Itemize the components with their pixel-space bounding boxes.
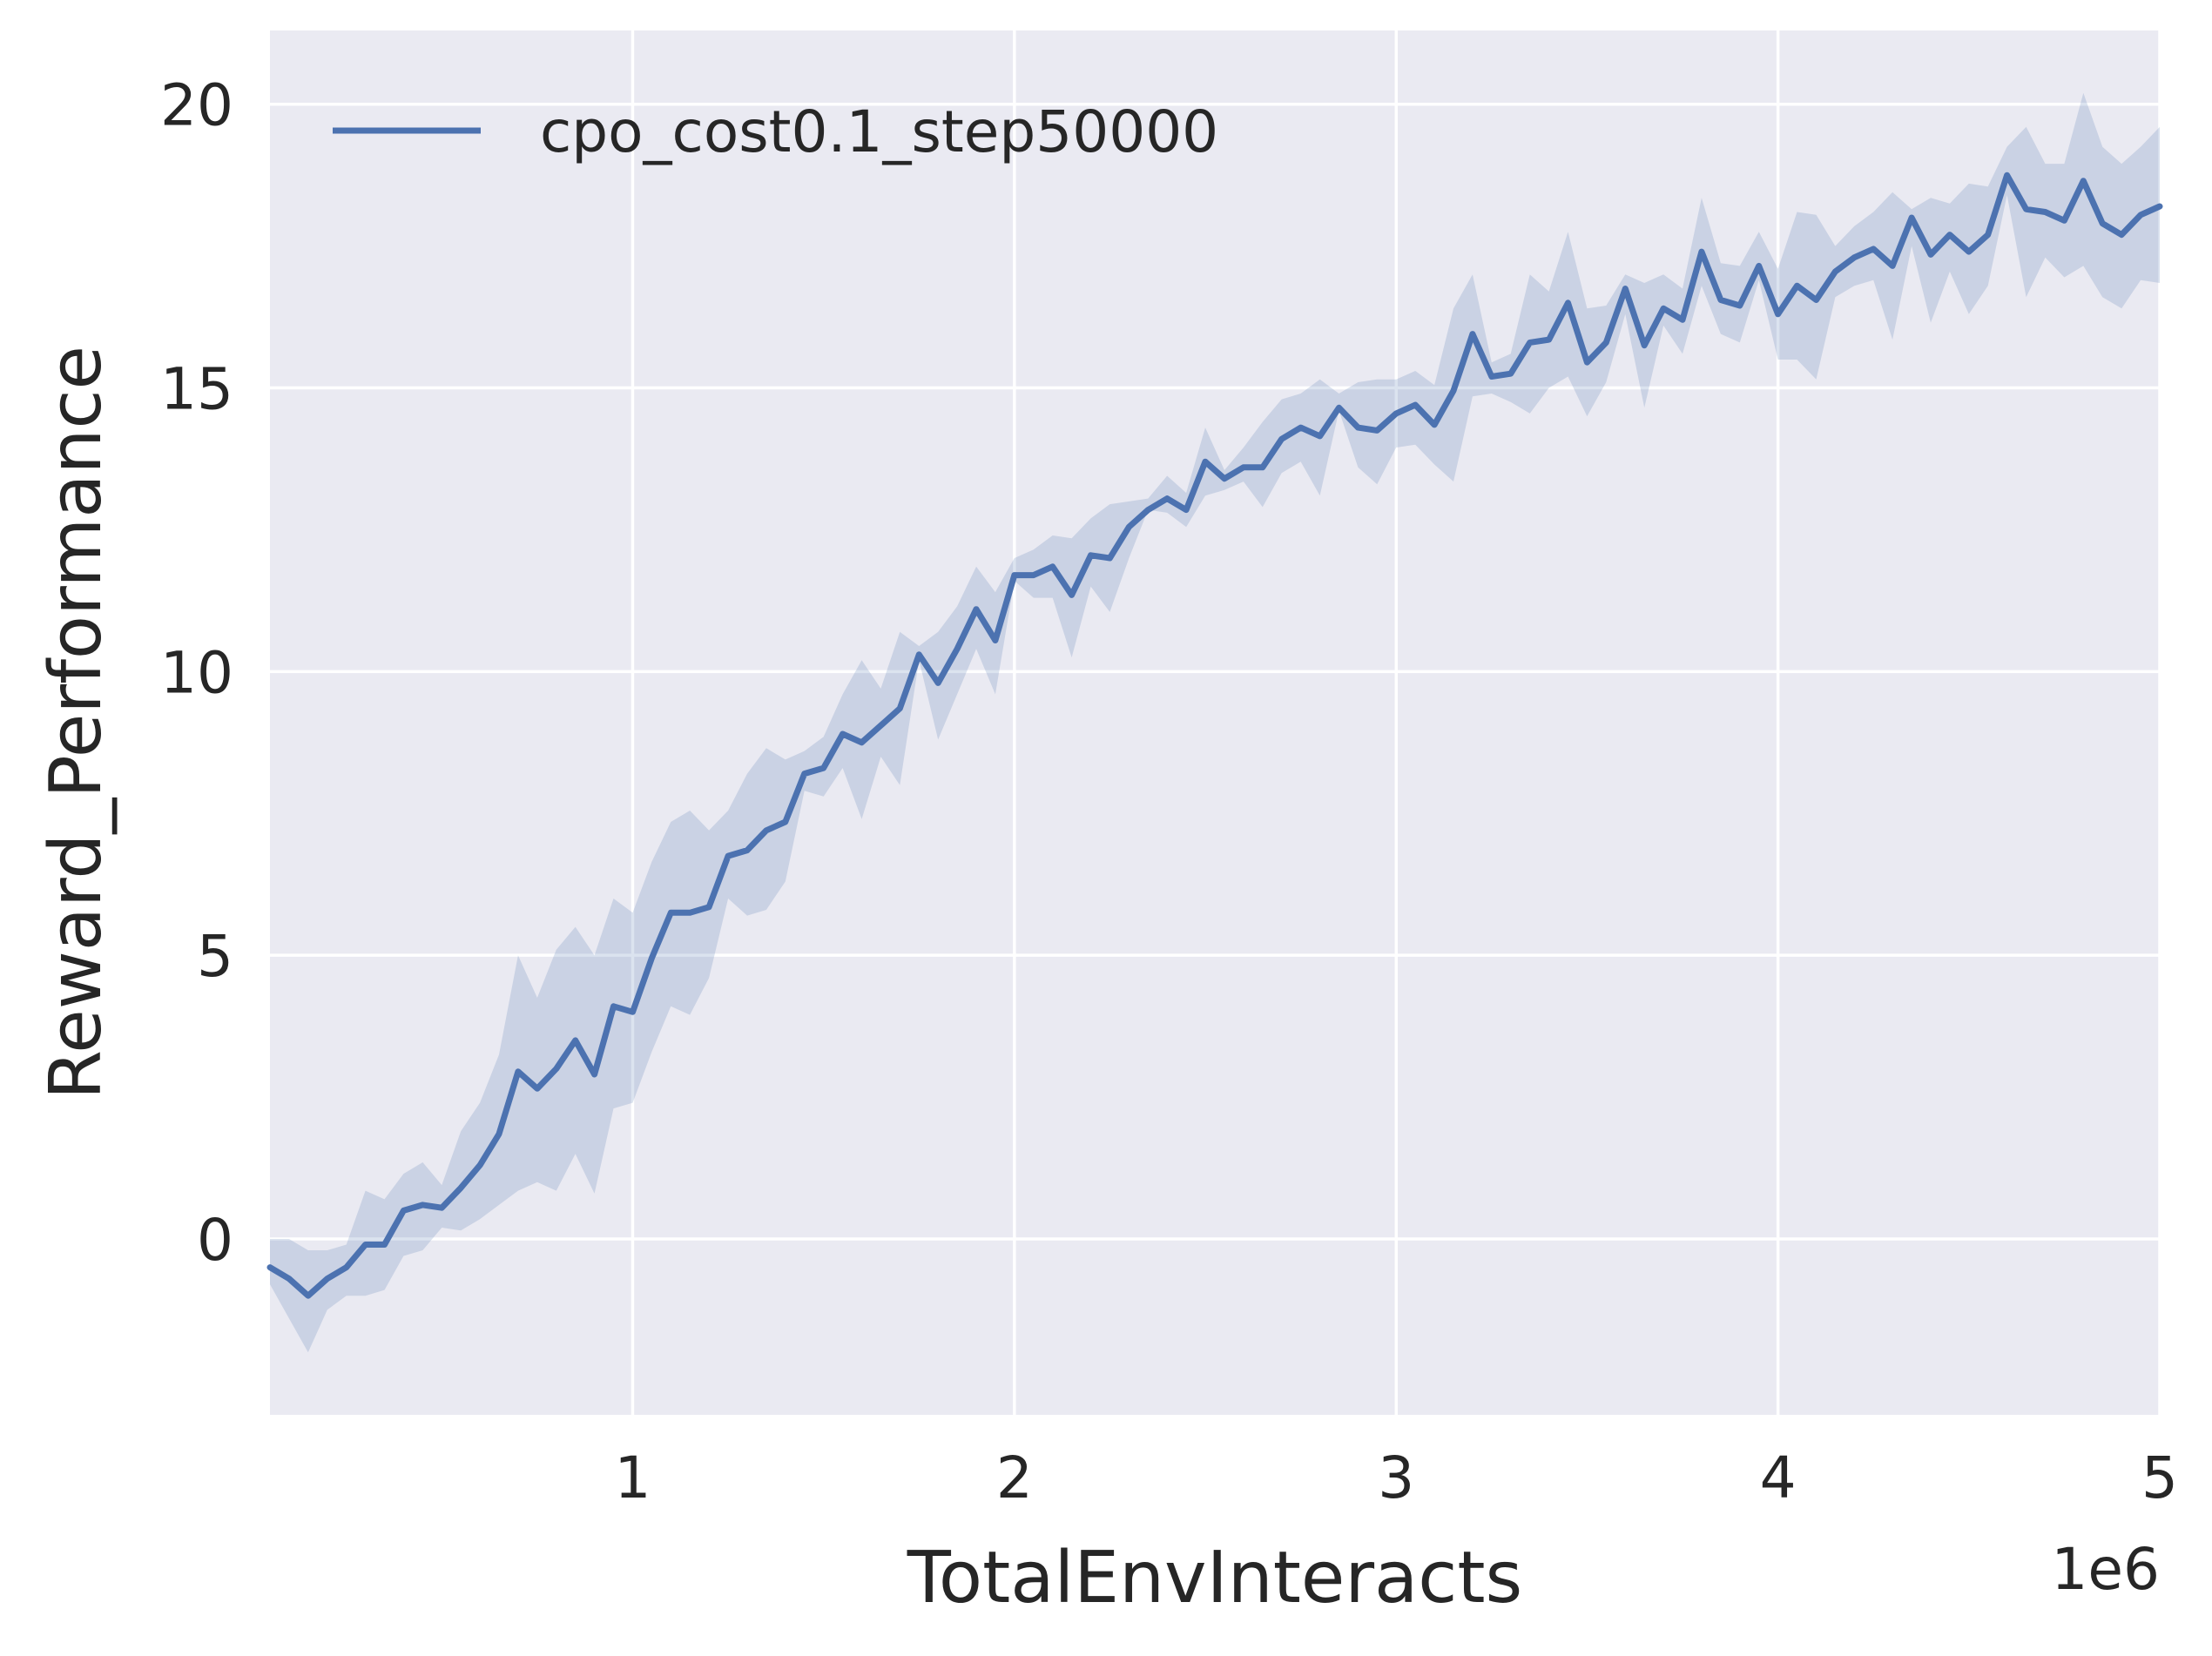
x-axis-label: TotalEnvInteracts xyxy=(907,1537,1523,1619)
y-gridlines xyxy=(270,102,2160,1241)
y-tick-label: 20 xyxy=(160,72,233,139)
x-tick-label: 5 xyxy=(2141,1444,2178,1511)
legend: cpo_cost0.1_step50000 xyxy=(333,98,1218,165)
y-tick-label: 10 xyxy=(160,639,233,706)
y-tick-label: 0 xyxy=(197,1207,233,1274)
std-band xyxy=(270,92,2160,1353)
x-tick-labels: 1 2 3 4 5 xyxy=(614,1444,2178,1511)
x-tick-label: 1 xyxy=(614,1444,651,1511)
y-axis-label: Reward_Performance xyxy=(35,346,118,1100)
series-line xyxy=(266,172,2163,1299)
legend-label: cpo_cost0.1_step50000 xyxy=(540,98,1218,165)
x-gridlines xyxy=(631,30,2161,1415)
x-tick-label: 3 xyxy=(1378,1444,1414,1511)
y-tick-labels: 0 5 10 15 20 xyxy=(160,72,233,1274)
y-tick-label: 5 xyxy=(197,923,233,990)
x-tick-label: 2 xyxy=(996,1444,1033,1511)
x-offset-label: 1e6 xyxy=(2051,1536,2160,1603)
x-tick-label: 4 xyxy=(1760,1444,1797,1511)
y-tick-label: 15 xyxy=(160,356,233,423)
